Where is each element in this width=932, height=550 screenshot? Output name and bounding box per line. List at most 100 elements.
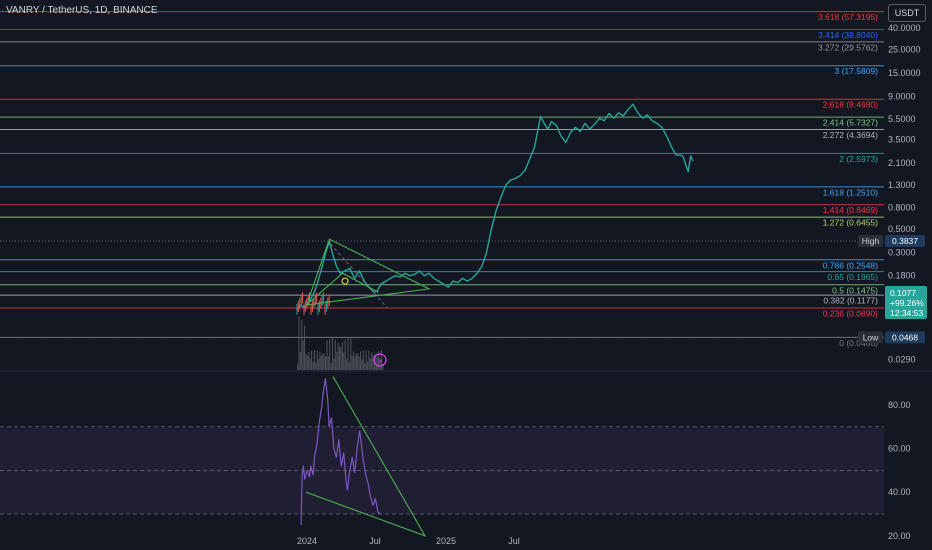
rsi-axis-tick-3: 20.00 bbox=[888, 531, 911, 541]
event-marker-circle bbox=[373, 353, 387, 367]
price-axis-tick-10: 0.3000 bbox=[888, 247, 916, 257]
volume-bar-17 bbox=[320, 355, 322, 370]
volume-layer: ⚡ bbox=[297, 316, 387, 370]
price-axis-tick-12: 0.0290 bbox=[888, 354, 916, 364]
triangle-pattern-inner bbox=[308, 272, 379, 304]
last-price-change: +99.26% bbox=[890, 298, 924, 308]
price-axis-tick-5: 3.5000 bbox=[888, 135, 916, 145]
price-axis-tick-7: 1.3000 bbox=[888, 180, 916, 190]
volume-bar-4 bbox=[302, 340, 304, 370]
volume-bar-19 bbox=[323, 353, 325, 370]
volume-bar-13 bbox=[315, 362, 317, 370]
volume-bar-40 bbox=[353, 351, 355, 370]
fib-level-label-13: 0.5 (0.1475) bbox=[832, 285, 878, 295]
rsi-band-layer bbox=[0, 370, 932, 515]
volume-bar-48 bbox=[364, 362, 366, 370]
price-axis-tick-4: 5.5000 bbox=[888, 114, 916, 124]
volume-bar-29 bbox=[337, 342, 339, 370]
price-axis-tick-9: 0.5000 bbox=[888, 224, 916, 234]
high-label-badge bbox=[858, 235, 883, 248]
price-axis-tick-8: 0.8000 bbox=[888, 202, 916, 212]
fib-level-label-0: 3.618 (57.3195) bbox=[818, 12, 878, 22]
high-value-badge bbox=[885, 235, 925, 248]
volume-bar-28 bbox=[336, 352, 338, 370]
triangle-pattern-layer bbox=[305, 238, 431, 308]
volume-bar-6 bbox=[305, 354, 307, 370]
price-badge-layer: High 0.3837 Low 0.0468 0.1077+99.26%12:34:53 bbox=[858, 235, 927, 344]
volume-bar-52 bbox=[369, 358, 371, 370]
volume-bar-0 bbox=[297, 364, 299, 370]
volume-bar-43 bbox=[357, 353, 359, 370]
volume-bar-22 bbox=[327, 356, 329, 370]
volume-bar-47 bbox=[362, 350, 364, 370]
fib-level-layer: 3.618 (57.3195) 3.414 (38.8040) 3.272 (29.… bbox=[0, 11, 884, 348]
rsi-series-layer bbox=[300, 376, 427, 537]
time-axis-label-3: Jul bbox=[508, 536, 520, 546]
fib-level-label-12: 0.65 (0.1965) bbox=[827, 272, 878, 282]
price-axis-tick-3: 9.0000 bbox=[888, 91, 916, 101]
currency-selector-button[interactable]: USDT bbox=[888, 4, 926, 22]
rsi-axis-tick-0: 80.00 bbox=[888, 400, 911, 410]
price-axis-tick-0: 40.0000 bbox=[888, 23, 921, 33]
volume-bar-14 bbox=[316, 350, 318, 370]
fib-level-label-6: 2.272 (4.3694) bbox=[823, 130, 878, 140]
volume-bar-35 bbox=[346, 359, 348, 370]
volume-bar-44 bbox=[358, 356, 360, 370]
volume-bar-26 bbox=[333, 358, 335, 370]
price-axis-tick-2: 15.0000 bbox=[888, 68, 921, 78]
volume-bar-61 bbox=[382, 363, 384, 370]
volume-bar-3 bbox=[301, 319, 303, 370]
volume-bar-31 bbox=[340, 347, 342, 370]
last-price-countdown: 12:34:53 bbox=[890, 308, 923, 318]
rsi-axis-tick-1: 60.00 bbox=[888, 444, 911, 454]
volume-bar-25 bbox=[332, 338, 334, 370]
triangle-pattern-outer bbox=[305, 238, 431, 306]
volume-bar-37 bbox=[348, 362, 350, 370]
volume-bar-54 bbox=[372, 355, 374, 370]
fib-level-label-15: 0.236 (0.0890) bbox=[823, 308, 878, 318]
time-axis-label-1: Jul bbox=[369, 536, 381, 546]
high-low-reference-layer bbox=[0, 240, 884, 338]
chart-title: VANRY / TetherUS, 1D, BINANCE bbox=[6, 5, 158, 16]
event-marker-icon: ⚡ bbox=[377, 357, 383, 366]
volume-bar-49 bbox=[365, 350, 367, 370]
last-price-value: 0.1077 bbox=[890, 288, 916, 298]
high-value-text: 0.3837 bbox=[892, 236, 918, 246]
low-label-badge bbox=[858, 331, 883, 344]
volume-bar-50 bbox=[367, 361, 369, 370]
volume-bar-8 bbox=[308, 351, 310, 370]
volume-bar-18 bbox=[322, 353, 324, 370]
volume-bar-5 bbox=[304, 325, 306, 370]
volume-bar-53 bbox=[371, 352, 373, 370]
low-value-badge bbox=[885, 331, 925, 344]
fib-level-label-1: 3.414 (38.8040) bbox=[818, 30, 878, 40]
price-axis-tick-6: 2.1000 bbox=[888, 158, 916, 168]
time-axis-label-2: 2025 bbox=[436, 536, 456, 546]
price-line bbox=[296, 103, 694, 311]
volume-bar-21 bbox=[326, 340, 328, 370]
volume-bar-59 bbox=[379, 360, 381, 370]
volume-bar-23 bbox=[329, 338, 331, 370]
volume-bar-51 bbox=[368, 350, 370, 370]
volume-bar-10 bbox=[311, 350, 313, 370]
price-series-layer bbox=[296, 103, 694, 315]
fib-level-label-3: 3 (17.5809) bbox=[835, 66, 879, 76]
volume-bar-36 bbox=[347, 338, 349, 370]
fib-level-label-7: 2 (2.5973) bbox=[839, 154, 878, 164]
rsi-triangle-pattern bbox=[305, 376, 427, 537]
volume-bar-33 bbox=[343, 352, 345, 370]
volume-bar-32 bbox=[341, 342, 343, 370]
volume-bar-20 bbox=[325, 356, 327, 370]
fib-level-label-2: 3.272 (29.5762) bbox=[818, 42, 878, 52]
volume-bar-1 bbox=[298, 316, 300, 370]
volume-bar-38 bbox=[350, 338, 352, 370]
pattern-pivot-marker bbox=[341, 277, 349, 285]
volume-bar-15 bbox=[318, 358, 320, 370]
volume-bar-57 bbox=[376, 357, 378, 370]
price-axis-tick-11: 0.1800 bbox=[888, 271, 916, 281]
volume-bar-41 bbox=[354, 356, 356, 370]
low-label-text: Low bbox=[863, 332, 879, 342]
volume-bar-42 bbox=[355, 353, 357, 370]
fib-level-label-11: 0.786 (0.2548) bbox=[823, 260, 878, 270]
volume-bar-60 bbox=[381, 350, 383, 370]
